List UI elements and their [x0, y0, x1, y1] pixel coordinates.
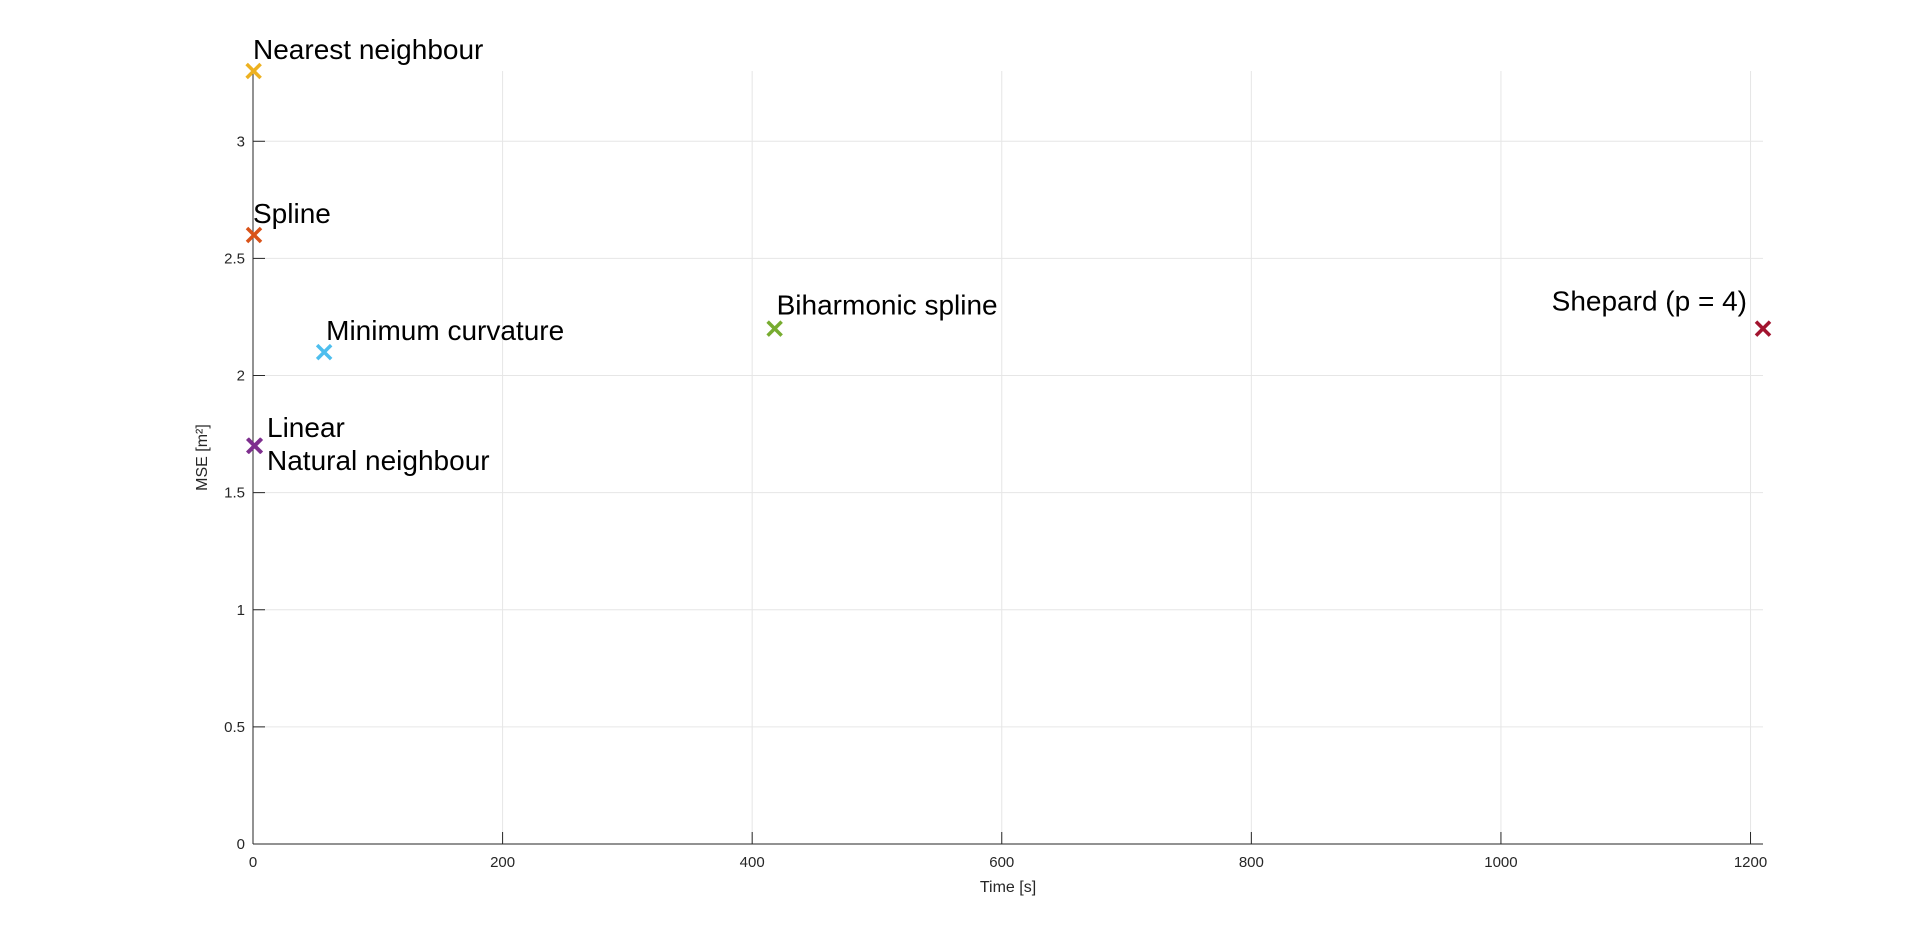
marker-stroke	[246, 437, 264, 455]
marker-stroke	[315, 343, 333, 361]
x-tick-label: 600	[989, 854, 1014, 871]
data-point-label: Shepard (p = 4)	[1552, 286, 1747, 317]
tick-labels: 0 200 400 600 800 1000 1200 0 0.5 1 1.5 2 2.5 3	[224, 133, 1767, 871]
data-point-label: Biharmonic spline	[777, 290, 998, 321]
marker-stroke	[766, 320, 783, 337]
x-tick-label: 0	[249, 854, 257, 871]
x-axis-label: Time [s]	[980, 879, 1036, 896]
y-tick-label: 1	[237, 602, 245, 619]
data-point-marker	[245, 62, 262, 80]
x-tick-label: 200	[490, 854, 515, 871]
marker-stroke	[245, 62, 262, 80]
data-point-marker	[766, 320, 783, 337]
y-tick-label: 2.5	[224, 250, 245, 267]
point-labels: Nearest neighbour Spline Minimum curvature…	[253, 34, 1747, 476]
data-point-marker	[315, 343, 333, 361]
y-tick-label: 0.5	[224, 719, 245, 736]
data-point-label: Nearest neighbour	[253, 34, 483, 65]
data-point-label: Spline	[253, 198, 331, 229]
data-point-marker	[246, 437, 264, 455]
data-point-marker	[245, 226, 263, 244]
data-point-label: Natural neighbour	[267, 445, 490, 476]
y-axis-label: MSE [m²]	[194, 424, 211, 491]
data-point-label: Linear	[267, 412, 345, 443]
data-point-label: Minimum curvature	[326, 315, 564, 346]
axes	[252, 71, 1763, 845]
x-tick-label: 400	[740, 854, 765, 871]
y-tick-label: 1.5	[224, 485, 245, 502]
data-point-marker	[1754, 320, 1772, 337]
grid	[253, 71, 1763, 844]
y-tick-label: 0	[237, 836, 245, 853]
marker-stroke	[1754, 320, 1772, 337]
marker-stroke	[245, 226, 263, 244]
y-tick-label: 2	[237, 368, 245, 385]
x-tick-label: 1000	[1484, 854, 1517, 871]
y-tick-label: 3	[237, 133, 245, 150]
x-tick-label: 800	[1239, 854, 1264, 871]
x-tick-label: 1200	[1734, 854, 1767, 871]
data-points	[245, 62, 1772, 455]
